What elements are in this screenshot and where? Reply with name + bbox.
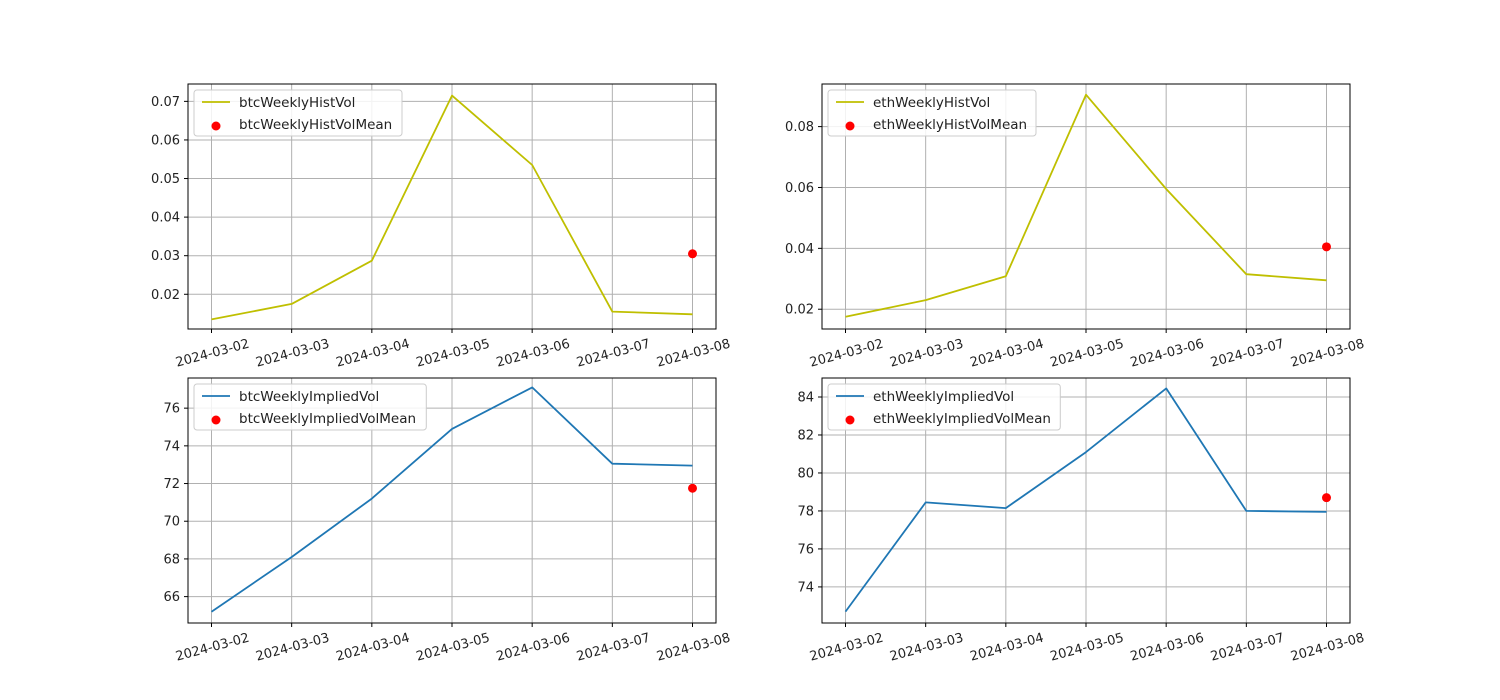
- x-tick-label: 2024-03-08: [1289, 631, 1366, 665]
- y-tick-label: 0.04: [151, 211, 180, 226]
- x-tick-label: 2024-03-05: [415, 337, 492, 371]
- y-tick-label: 82: [797, 428, 814, 443]
- legend-marker-swatch: [211, 415, 221, 425]
- x-tick-label: 2024-03-03: [254, 337, 331, 371]
- legend: ethWeeklyHistVol ethWeeklyHistVolMean: [827, 89, 1037, 137]
- legend: btcWeeklyHistVol btcWeeklyHistVolMean: [193, 89, 403, 137]
- x-tick-label: 2024-03-04: [334, 631, 411, 665]
- y-tick-label: 74: [797, 580, 814, 595]
- x-tick-label: 2024-03-06: [1129, 631, 1206, 665]
- y-tick-label: 76: [163, 402, 180, 417]
- axes-frame: [187, 377, 717, 624]
- chart-3: 2024-03-02 2024-03-03 2024-03-04 2024-03-05…: [797, 377, 1366, 665]
- series-line-ethWeeklyImpliedVol: [844, 387, 1327, 613]
- legend-label: btcWeeklyHistVolMean: [239, 117, 392, 133]
- legend-label: ethWeeklyImpliedVol: [873, 389, 1014, 405]
- chart-0: 2024-03-02 2024-03-03 2024-03-04 2024-03-05…: [151, 83, 732, 371]
- y-tick-label: 0.05: [151, 172, 180, 187]
- axes-frame: [821, 377, 1351, 624]
- chart-1: 2024-03-02 2024-03-03 2024-03-04 2024-03-05…: [785, 83, 1366, 371]
- scatter-point-btcWeeklyImpliedVolMean: [688, 483, 697, 493]
- series-line-btcWeeklyImpliedVol: [210, 386, 693, 613]
- y-tick-label: 78: [797, 504, 814, 519]
- x-tick-label: 2024-03-08: [655, 631, 732, 665]
- x-tick-label: 2024-03-03: [254, 631, 331, 665]
- scatter-point-ethWeeklyImpliedVolMean: [1322, 493, 1331, 503]
- y-tick-label: 0.04: [785, 242, 814, 257]
- y-tick-label: 0.03: [151, 249, 180, 264]
- x-tick-label: 2024-03-02: [808, 337, 885, 371]
- x-tick-label: 2024-03-04: [334, 337, 411, 371]
- x-tick-label: 2024-03-07: [1209, 631, 1286, 665]
- legend-box: [193, 383, 427, 431]
- axes-frame: [821, 83, 1351, 330]
- legend-label: ethWeeklyImpliedVolMean: [873, 411, 1051, 427]
- x-tick-label: 2024-03-05: [1049, 631, 1126, 665]
- y-tick-label: 74: [163, 439, 180, 454]
- x-tick-label: 2024-03-07: [575, 631, 652, 665]
- x-tick-label: 2024-03-07: [1209, 337, 1286, 371]
- x-tick-label: 2024-03-03: [888, 337, 965, 371]
- y-tick-label: 84: [797, 390, 814, 405]
- y-tick-label: 0.02: [785, 303, 814, 318]
- x-tick-label: 2024-03-06: [495, 631, 572, 665]
- x-tick-label: 2024-03-06: [495, 337, 572, 371]
- axes-frame: [187, 83, 717, 330]
- legend-label: ethWeeklyHistVol: [873, 95, 990, 111]
- y-tick-label: 0.06: [151, 133, 180, 148]
- legend-label: ethWeeklyHistVolMean: [873, 117, 1027, 133]
- y-tick-label: 70: [163, 515, 180, 530]
- legend-label: btcWeeklyImpliedVolMean: [239, 411, 416, 427]
- series-line-btcWeeklyHistVol: [211, 94, 693, 321]
- x-tick-label: 2024-03-02: [174, 337, 251, 371]
- legend-marker-swatch: [211, 121, 221, 131]
- x-tick-label: 2024-03-02: [808, 631, 885, 665]
- series-line-ethWeeklyHistVol: [845, 93, 1327, 318]
- legend: ethWeeklyImpliedVol ethWeeklyImpliedVolMe…: [827, 383, 1061, 431]
- legend-box: [827, 89, 1037, 137]
- x-tick-label: 2024-03-08: [655, 337, 732, 371]
- x-tick-label: 2024-03-08: [1289, 337, 1366, 371]
- y-tick-label: 66: [163, 590, 180, 605]
- y-tick-label: 68: [163, 552, 180, 567]
- x-tick-label: 2024-03-06: [1129, 337, 1206, 371]
- y-tick-label: 0.06: [785, 181, 814, 196]
- legend-label: btcWeeklyImpliedVol: [239, 389, 379, 405]
- x-tick-label: 2024-03-04: [968, 337, 1045, 371]
- x-tick-label: 2024-03-07: [575, 337, 652, 371]
- y-tick-label: 0.02: [151, 288, 180, 303]
- legend-marker-swatch: [845, 415, 855, 425]
- scatter-point-ethWeeklyHistVolMean: [1322, 242, 1331, 252]
- legend: btcWeeklyImpliedVol btcWeeklyImpliedVolMe…: [193, 383, 427, 431]
- scatter-point-btcWeeklyHistVolMean: [688, 249, 697, 259]
- y-tick-label: 80: [797, 466, 814, 481]
- y-tick-label: 0.08: [785, 120, 814, 135]
- y-tick-label: 76: [797, 542, 814, 557]
- legend-box: [193, 89, 403, 137]
- x-tick-label: 2024-03-05: [415, 631, 492, 665]
- legend-box: [827, 383, 1061, 431]
- x-tick-label: 2024-03-04: [968, 631, 1045, 665]
- y-tick-label: 72: [163, 477, 180, 492]
- chart-2: 2024-03-02 2024-03-03 2024-03-04 2024-03-05…: [163, 377, 732, 665]
- x-tick-label: 2024-03-02: [174, 631, 251, 665]
- x-tick-label: 2024-03-03: [888, 631, 965, 665]
- x-tick-label: 2024-03-05: [1049, 337, 1126, 371]
- legend-marker-swatch: [845, 121, 855, 131]
- legend-label: btcWeeklyHistVol: [239, 95, 355, 111]
- y-tick-label: 0.07: [151, 95, 180, 110]
